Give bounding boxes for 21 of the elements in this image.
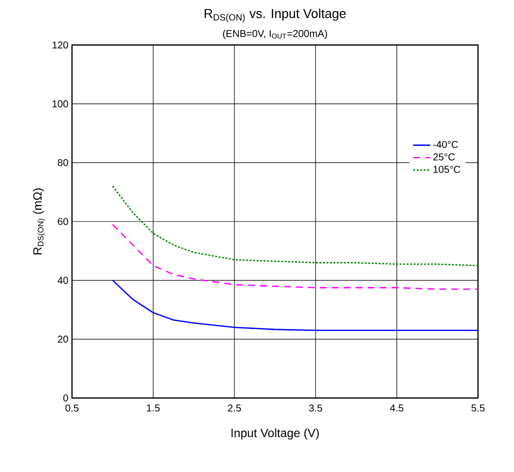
line-series xyxy=(112,186,478,266)
y-tick-label: 20 xyxy=(58,336,68,343)
legend-label: -40°C xyxy=(433,140,458,148)
legend-label: 105°C xyxy=(434,166,460,173)
x-axis-title: Input Voltage (V) xyxy=(232,428,319,440)
x-tick-label: 2.5 xyxy=(228,404,241,412)
y-tick-label: 60 xyxy=(58,218,68,226)
y-tick-label: 40 xyxy=(58,276,68,284)
x-tick-label: 0.5 xyxy=(65,404,79,412)
x-tick-label: 4.5 xyxy=(390,404,404,412)
x-tick-label: 3.5 xyxy=(309,404,322,412)
legend-label: 25°C xyxy=(433,153,455,160)
chart-title: R$_{DS(ON)}$ vs. Input Voltage xyxy=(204,8,346,22)
y-tick-label: 80 xyxy=(58,159,68,166)
x-tick-label: 5.5 xyxy=(471,404,485,412)
y-tick-label: 100 xyxy=(52,100,68,108)
y-tick-label: 0 xyxy=(63,394,68,402)
chart-subtitle: (ENB=0V, I$_{OUT}$=200mA) xyxy=(223,30,327,40)
y-tick-label: 120 xyxy=(52,41,68,49)
y-axis-title: R$_{DS(ON)}$ (mΩ) xyxy=(32,188,46,254)
x-tick-label: 1.5 xyxy=(147,404,160,412)
